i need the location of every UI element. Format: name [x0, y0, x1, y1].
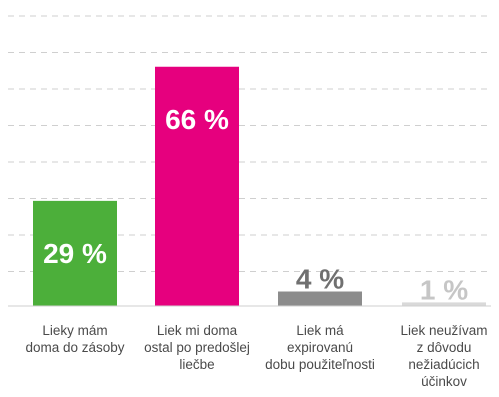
category-label-line: Liek mi doma: [156, 323, 238, 338]
category-label-line: doma do zásoby: [25, 340, 125, 355]
category-label-line: expirovanú: [286, 340, 354, 355]
category-label-line: ostal po predošlej: [144, 340, 250, 355]
data-label-2: 4 %: [296, 264, 344, 295]
bar-3: [402, 302, 486, 306]
category-label-line: Liek má: [296, 323, 344, 338]
category-label-2: Liek má expirovanú dobu použiteľnosti: [255, 322, 385, 373]
category-label-line: Lieky mám: [42, 323, 108, 338]
data-label-1: 66 %: [165, 104, 229, 135]
bar-0: [33, 200, 117, 306]
category-label-3: Liek neužívam z dôvodu nežiadúcich účink…: [379, 322, 499, 390]
category-label-line: nežiadúcich: [408, 357, 480, 372]
category-label-line: účinkov: [421, 374, 467, 389]
data-label-3: 1 %: [420, 274, 468, 305]
category-label-line: Liek neužívam: [400, 323, 488, 338]
category-label-line: dobu použiteľnosti: [265, 357, 375, 372]
category-label-1: Liek mi doma ostal po predošlej liečbe: [132, 322, 262, 373]
category-label-line: z dôvodu: [416, 340, 472, 355]
category-label-0: Lieky mám doma do zásoby: [10, 322, 140, 356]
data-label-0: 29 %: [43, 238, 107, 269]
bars: [33, 66, 486, 306]
bar-1: [155, 66, 239, 306]
data-labels: 29 % 66 % 4 % 1 %: [43, 104, 468, 306]
category-label-line: liečbe: [179, 357, 215, 372]
bar-2: [278, 291, 362, 306]
